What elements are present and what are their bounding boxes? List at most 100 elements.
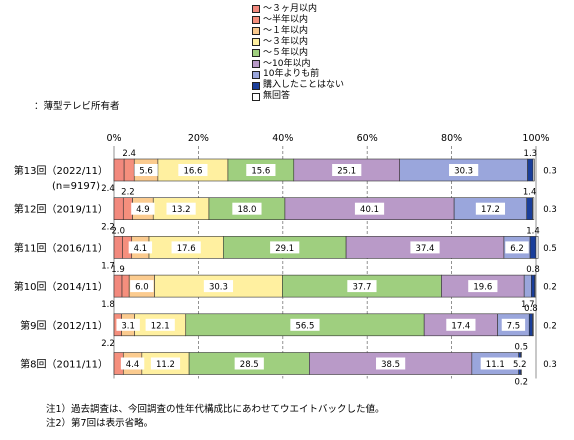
data-label: 17.2 — [481, 205, 500, 215]
bar-segment — [113, 158, 125, 182]
data-label: 2.2 — [101, 223, 115, 233]
x-tick-label: 60% — [357, 133, 378, 144]
legend-item: 無回答 — [252, 91, 344, 102]
data-label: 5.2 — [513, 360, 527, 370]
data-label-background — [166, 202, 196, 215]
legend-label: ～10年以内 — [263, 58, 311, 69]
data-label: 30.3 — [209, 283, 228, 293]
legend-item: ～10年以内 — [252, 59, 344, 70]
legend-swatch — [252, 27, 260, 36]
data-label-background — [290, 318, 320, 331]
data-label-background — [508, 357, 532, 370]
data-label: 0.2 — [514, 378, 528, 388]
data-label: 2.2 — [101, 339, 115, 349]
legend-item: 購入したことはない — [252, 80, 344, 91]
bar-segment — [121, 274, 130, 298]
data-label: 29.1 — [275, 244, 294, 254]
bar-segment — [532, 313, 534, 337]
data-label: 16.6 — [183, 167, 202, 177]
legend-item: ～５年以内 — [252, 48, 344, 59]
data-label: 0.8 — [524, 304, 538, 314]
legend-swatch — [252, 59, 260, 68]
legend-label: 購入したことはない — [263, 80, 345, 91]
bar-segment — [535, 236, 539, 259]
legend-label: 無回答 — [263, 91, 291, 102]
category-sublabel: (n=9197) — [52, 181, 100, 192]
bar-segment — [527, 158, 534, 182]
legend-item: ～半年以内 — [252, 15, 344, 26]
x-tick-label: 40% — [272, 133, 293, 144]
data-label: 15.6 — [251, 167, 270, 177]
data-label-background — [354, 202, 385, 215]
data-label-background — [505, 241, 529, 254]
bar-segment — [523, 274, 532, 298]
data-label-background — [475, 202, 506, 215]
data-label: 11.2 — [156, 360, 175, 370]
category-label: 第8回（2011/11） — [20, 358, 108, 371]
bar-segment — [529, 236, 537, 259]
data-label-background — [501, 318, 526, 331]
data-label: 0.8 — [526, 265, 540, 275]
data-label: 4.1 — [134, 244, 148, 254]
legend-label: ～５年以内 — [263, 47, 309, 58]
bar-segment — [532, 197, 535, 220]
data-label: 2.0 — [111, 226, 125, 236]
data-label-background — [234, 357, 264, 370]
footnotes: 注1）過去調査は、今回調査の性年代構成比にあわせてウエイトバックした値。 注2）… — [46, 403, 385, 431]
data-label: 0.2 — [543, 283, 557, 293]
data-label: 4.4 — [126, 360, 140, 370]
legend-swatch — [252, 49, 260, 58]
data-label-background — [232, 202, 262, 215]
data-label-background — [150, 357, 181, 370]
data-label-background — [376, 357, 406, 370]
data-label: 0.3 — [543, 167, 557, 177]
legend-item: ～３年以内 — [252, 37, 344, 48]
data-label-background — [468, 280, 498, 293]
category-label: 第9回（2012/11） — [20, 319, 108, 332]
bar-segment — [532, 158, 535, 182]
legend-label: 10年よりも前 — [263, 69, 320, 80]
legend-swatch — [252, 81, 260, 90]
x-tick-label: 0% — [106, 133, 121, 144]
data-label-background — [203, 280, 234, 293]
legend-label: ～３ヶ月以内 — [263, 4, 318, 14]
data-label-background — [128, 241, 153, 254]
data-label-background — [171, 241, 201, 254]
data-label-background — [270, 241, 300, 254]
bar-segment — [526, 197, 533, 220]
data-label: 18.0 — [237, 205, 256, 215]
data-label: 2.4 — [122, 149, 136, 159]
data-label-background — [332, 164, 362, 176]
category-label: 第10回（2014/11） — [14, 280, 108, 293]
data-label: 0.3 — [543, 360, 557, 370]
legend-swatch — [252, 5, 260, 14]
bar-segment — [123, 158, 135, 182]
data-label-background — [145, 318, 175, 331]
data-label: 56.5 — [295, 321, 314, 331]
data-label: 17.6 — [177, 244, 196, 254]
bar-segment — [113, 274, 123, 298]
data-label: 25.1 — [337, 167, 356, 177]
data-label: 5.6 — [139, 167, 153, 177]
data-label: 1.4 — [526, 226, 540, 236]
bar-segment — [122, 197, 133, 220]
legend-swatch — [252, 92, 260, 101]
legend-item: ～３ヶ月以内 — [252, 4, 344, 15]
data-label-background — [120, 357, 145, 370]
data-label: 17.4 — [451, 321, 470, 331]
data-label-background — [178, 164, 208, 176]
data-label: 2.4 — [101, 184, 115, 194]
data-label: 1.7 — [101, 261, 115, 271]
data-label: 37.7 — [352, 283, 371, 293]
data-label: 12.1 — [151, 321, 170, 331]
legend-swatch — [252, 16, 260, 25]
data-label-background — [116, 318, 140, 331]
data-label: 40.1 — [360, 205, 379, 215]
data-label: 1.9 — [111, 265, 125, 275]
data-label: 11.1 — [486, 360, 505, 370]
data-label-background — [134, 164, 158, 176]
legend-item: ～１年以内 — [252, 26, 344, 37]
data-label: 37.4 — [416, 244, 435, 254]
data-label-background — [246, 164, 276, 176]
